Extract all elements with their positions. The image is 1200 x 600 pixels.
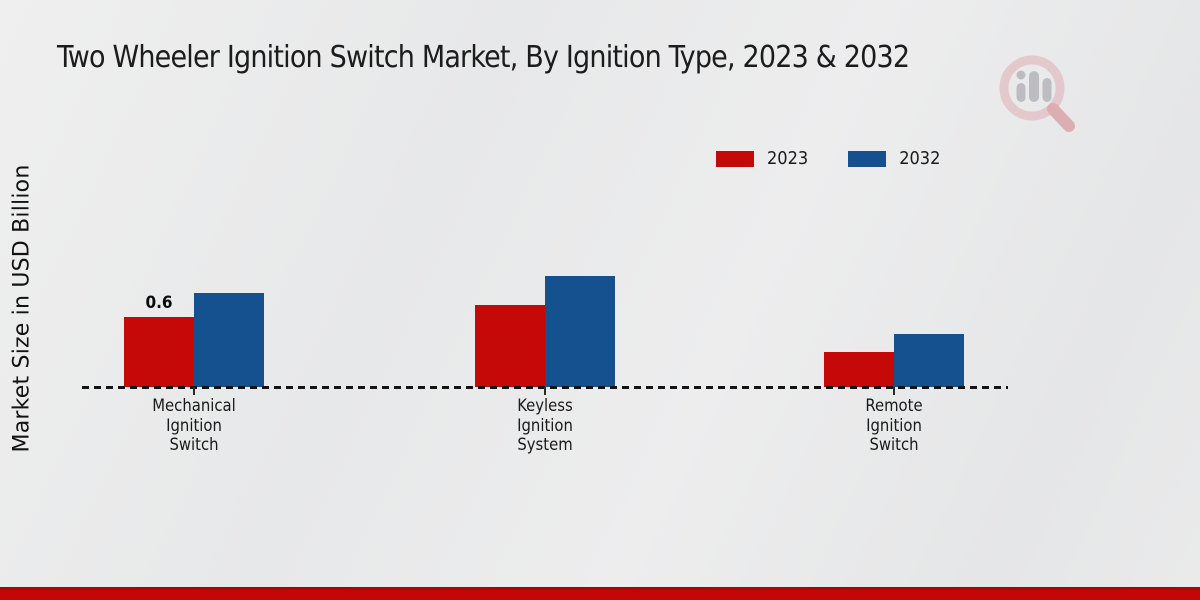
magnifier-bar-chart-watermark-icon bbox=[999, 55, 1075, 132]
bar-2032-keyless-ignition-system bbox=[545, 276, 615, 387]
footer-band bbox=[0, 587, 1200, 600]
x-axis-label-mechanical-ignition-switch: Mechanical Ignition Switch bbox=[152, 396, 236, 454]
legend-swatch-2023-icon bbox=[716, 150, 754, 167]
bar-2032-mechanical-ignition-switch bbox=[194, 293, 264, 387]
legend-label-2023: 2023 bbox=[767, 148, 809, 169]
legend: 2023 2032 bbox=[716, 148, 940, 169]
legend-item-2023: 2023 bbox=[716, 148, 808, 169]
bar-2032-remote-ignition-switch bbox=[894, 334, 964, 387]
bar-2023-remote-ignition-switch bbox=[824, 352, 894, 387]
x-axis-tick bbox=[544, 387, 546, 395]
chart-title: Two Wheeler Ignition Switch Market, By I… bbox=[57, 40, 910, 75]
bar-2023-mechanical-ignition-switch bbox=[124, 317, 194, 387]
legend-label-2032: 2032 bbox=[899, 148, 941, 169]
bar-2023-keyless-ignition-system bbox=[475, 305, 545, 387]
x-axis-tick bbox=[893, 387, 895, 395]
bar-value-label: 0.6 bbox=[145, 292, 173, 313]
legend-swatch-2032-icon bbox=[848, 150, 887, 167]
x-axis-tick bbox=[193, 387, 195, 395]
x-axis-label-keyless-ignition-system: Keyless Ignition System bbox=[517, 396, 573, 454]
x-axis-label-remote-ignition-switch: Remote Ignition Switch bbox=[865, 396, 923, 454]
legend-item-2032: 2032 bbox=[848, 148, 940, 169]
